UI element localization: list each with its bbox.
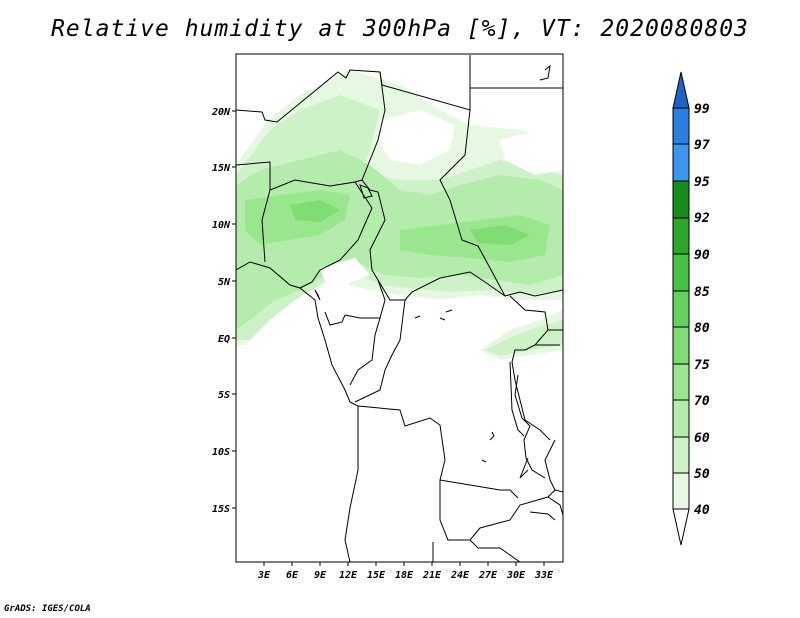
x-label-9e: 9E <box>314 570 327 581</box>
cb-label-70: 70 <box>694 394 710 409</box>
colorbar-swatch-50 <box>672 436 690 474</box>
cb-label-85: 85 <box>694 285 710 300</box>
colorbar-swatch-40 <box>672 472 690 510</box>
map-frame <box>235 53 564 563</box>
colorbar-bottom-arrow <box>672 508 690 546</box>
rh-75-core-e <box>470 225 530 245</box>
grads-credit: GrADS: IGES/COLA <box>4 604 91 614</box>
x-label-24e: 24E <box>450 570 470 581</box>
colorbar-swatch-95 <box>672 143 690 182</box>
x-label-18e: 18E <box>395 570 414 581</box>
colorbar-swatch-60 <box>672 399 690 438</box>
chart-title: Relative humidity at 300hPa [%], VT: 202… <box>51 16 749 42</box>
x-label-3e: 3E <box>257 570 271 581</box>
y-label-15n: 15N <box>212 163 231 174</box>
y-label-15s: 15S <box>212 504 230 515</box>
y-label-10n: 10N <box>212 220 231 231</box>
country-borders <box>236 55 563 562</box>
cb-label-92: 92 <box>694 211 710 226</box>
dry-patch-1 <box>378 110 455 165</box>
colorbar-swatch-92 <box>672 180 690 219</box>
humidity-shading <box>236 54 563 360</box>
dry-patch-4 <box>236 54 563 150</box>
cb-label-97: 97 <box>694 138 710 153</box>
y-label-eq: EQ <box>218 334 230 345</box>
dry-patch-3 <box>320 258 370 285</box>
y-tick-labels: 20N 15N 10N 5N EQ 5S 10S 15S <box>211 107 231 515</box>
y-label-10s: 10S <box>212 447 230 458</box>
cb-label-95: 95 <box>694 175 710 190</box>
colorbar-top-arrow <box>672 71 690 109</box>
cb-label-50: 50 <box>694 467 710 482</box>
colorbar-swatch-70 <box>672 363 690 401</box>
colorbar-swatch-80 <box>672 290 690 328</box>
cb-label-60: 60 <box>694 431 710 446</box>
y-label-5n: 5N <box>218 277 231 288</box>
rh-50-east <box>485 320 563 356</box>
x-label-27e: 27E <box>478 570 498 581</box>
colorbar-swatch-75 <box>672 326 690 365</box>
x-label-12e: 12E <box>339 570 358 581</box>
colorbar-swatch-97 <box>672 107 690 145</box>
x-label-30e: 30E <box>506 570 526 581</box>
cb-label-40: 40 <box>694 503 710 518</box>
dry-patch-2 <box>500 130 563 175</box>
colorbar-swatch-90 <box>672 217 690 255</box>
y-label-20n: 20N <box>211 107 231 118</box>
x-label-6e: 6E <box>286 570 299 581</box>
y-label-5s: 5S <box>218 390 230 401</box>
colorbar-swatch-85 <box>672 253 690 292</box>
x-label-15e: 15E <box>367 570 386 581</box>
y-ticks <box>232 110 236 509</box>
cb-label-80: 80 <box>694 321 710 336</box>
cb-label-75: 75 <box>694 358 710 373</box>
x-label-33e: 33E <box>534 570 554 581</box>
rh-75-core <box>290 200 340 222</box>
cb-label-99: 99 <box>694 102 710 117</box>
x-label-21e: 21E <box>422 570 442 581</box>
cb-label-90: 90 <box>694 248 710 263</box>
x-tick-labels: 3E 6E 9E 12E 15E 18E 21E 24E 27E 30E 33E <box>257 570 554 581</box>
rh-70-east <box>400 215 550 262</box>
x-ticks <box>263 562 545 566</box>
colorbar: 99 97 95 92 90 85 80 75 70 60 50 40 <box>672 71 710 546</box>
